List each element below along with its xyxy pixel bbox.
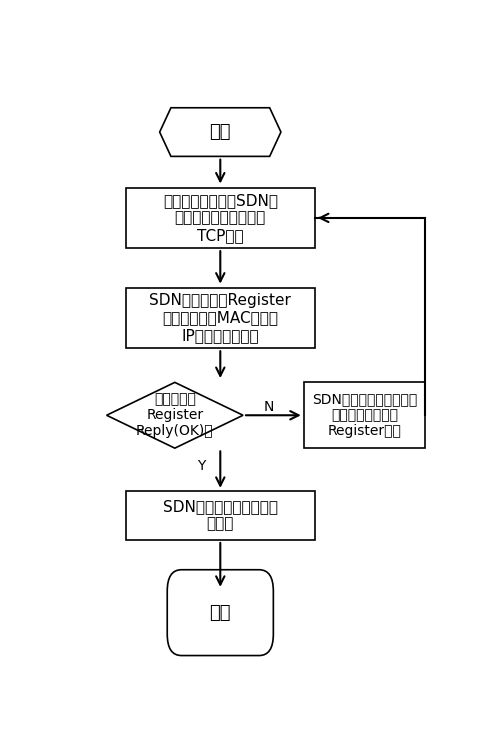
Text: SDN交换机随机选择其他
一台控制器，发送
Register报文: SDN交换机随机选择其他 一台控制器，发送 Register报文: [311, 392, 416, 438]
Polygon shape: [159, 108, 280, 156]
Bar: [125, 188, 314, 248]
Bar: [303, 383, 424, 448]
Text: N: N: [263, 400, 273, 414]
Text: 控制器回应
Register
Reply(OK)？: 控制器回应 Register Reply(OK)？: [136, 392, 213, 438]
Bar: [125, 288, 314, 348]
Text: 开始: 开始: [209, 123, 230, 141]
Text: SDN交换机通过Register
报文把自己的MAC地址和
IP地址告知控制器: SDN交换机通过Register 报文把自己的MAC地址和 IP地址告知控制器: [149, 293, 291, 343]
Text: 配置管理模块通知SDN交
换机和哪些控制器建立
TCP连接: 配置管理模块通知SDN交 换机和哪些控制器建立 TCP连接: [163, 193, 277, 243]
Polygon shape: [106, 383, 243, 448]
Text: 结束: 结束: [209, 603, 230, 622]
Text: Y: Y: [197, 458, 205, 473]
Text: SDN交换机和控制器建立
主连接: SDN交换机和控制器建立 主连接: [163, 499, 277, 531]
FancyBboxPatch shape: [167, 570, 273, 655]
Bar: [125, 491, 314, 539]
